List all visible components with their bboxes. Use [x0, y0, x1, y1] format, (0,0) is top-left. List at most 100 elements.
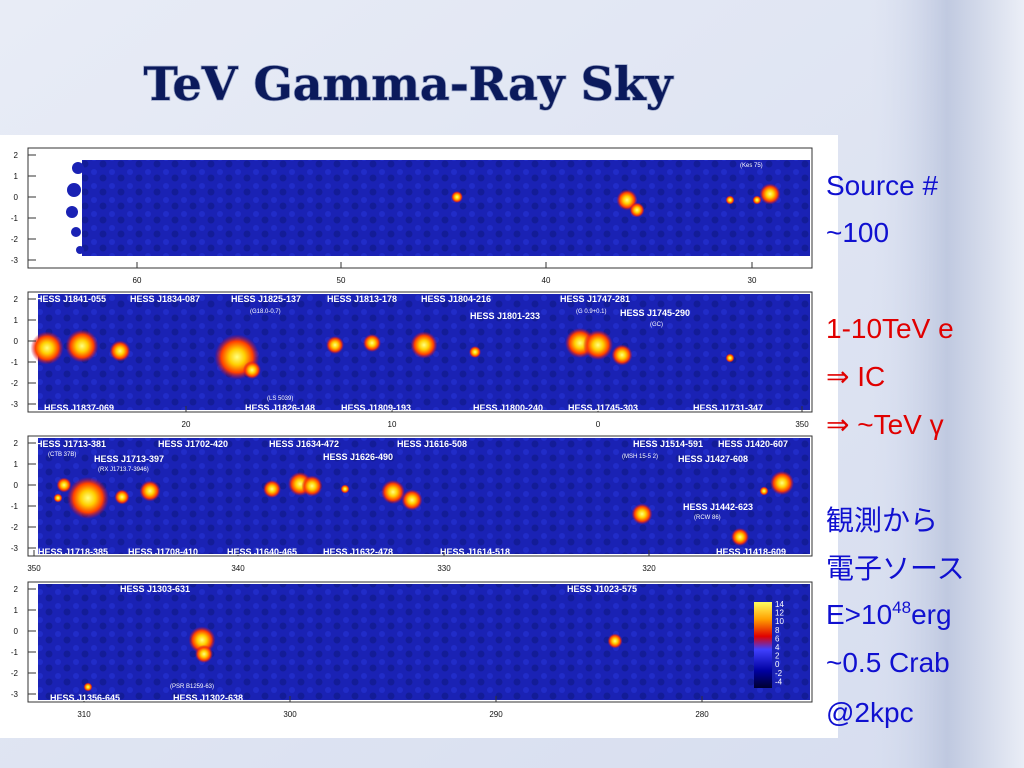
- colorbar-label: 10: [775, 617, 784, 626]
- side-text: Source #: [826, 170, 938, 201]
- y-tick-label: 1: [14, 316, 19, 325]
- source-label: HESS J1848-018: [620, 150, 690, 160]
- source-blob: [725, 353, 735, 363]
- colorbar-label: 0: [775, 660, 780, 669]
- source-blob: [401, 489, 423, 511]
- source-label: HESS J1837-069: [44, 403, 114, 413]
- source-label: HESS J1420-607: [718, 439, 788, 449]
- source-label: HESS J1745-303: [568, 403, 638, 413]
- source-label: HESS J1731-347: [693, 403, 763, 413]
- source-note: (MSH 15-5 2): [622, 454, 658, 460]
- source-blob: [629, 202, 645, 218]
- source-blob: [326, 336, 344, 354]
- sky-map: [82, 160, 810, 256]
- source-blob: [583, 330, 613, 360]
- source-note: (RCW 86): [694, 515, 721, 521]
- colorbar-label: 8: [775, 626, 780, 635]
- source-label: HESS J1023-575: [567, 584, 637, 594]
- x-tick-label: 280: [695, 710, 709, 719]
- y-tick-label: 0: [14, 193, 19, 202]
- x-tick-label: 330: [437, 564, 451, 573]
- colorbar: [754, 602, 772, 688]
- sky-map: [38, 584, 810, 700]
- colorbar-label: 12: [775, 609, 784, 618]
- colorbar-label: 6: [775, 634, 780, 643]
- source-label: HESS J1825-137: [231, 294, 301, 304]
- y-tick-label: 2: [14, 151, 19, 160]
- source-label: HESS J1442-623: [683, 502, 753, 512]
- x-tick-label: 10: [388, 420, 397, 429]
- source-blob: [607, 633, 623, 649]
- side-text: E>1048erg: [826, 598, 952, 630]
- side-text: ⇒ ~TeV γ: [826, 409, 944, 440]
- source-blob: [65, 329, 99, 363]
- source-blob: [451, 191, 463, 203]
- x-tick-label: 0: [596, 420, 601, 429]
- y-tick-label: -2: [11, 379, 19, 388]
- y-tick-label: 2: [14, 585, 19, 594]
- x-tick-label: 290: [489, 710, 503, 719]
- source-label: HESS J1634-472: [269, 439, 339, 449]
- x-tick-label: 310: [77, 710, 91, 719]
- source-blob: [752, 195, 762, 205]
- side-text-part: E>10: [826, 599, 892, 630]
- source-label: HESS J1303-631: [120, 584, 190, 594]
- side-text: 1-10TeV e: [826, 313, 954, 344]
- source-label: HESS J1809-193: [341, 403, 411, 413]
- source-label: HESS J1302-638: [173, 693, 243, 703]
- source-blob: [243, 361, 261, 379]
- sky-edge: [71, 227, 81, 237]
- colorbar-label: 14: [775, 600, 784, 609]
- source-blob: [139, 480, 161, 502]
- source-label: HESS J1708-410: [128, 547, 198, 557]
- source-label: HESS J1356-645: [50, 693, 120, 703]
- source-label: HESS J1841-055: [36, 294, 106, 304]
- source-note: (Kes 75): [740, 163, 763, 169]
- source-note: (GC): [650, 322, 663, 328]
- x-tick-label: 340: [231, 564, 245, 573]
- source-label: HESS J1632-478: [323, 547, 393, 557]
- source-label: HESS J1801-233: [470, 311, 540, 321]
- source-label: HESS J1427-608: [678, 454, 748, 464]
- source-label: HESS J1813-178: [327, 294, 397, 304]
- x-tick-label: 300: [283, 710, 297, 719]
- source-label: HESS J1834-087: [130, 294, 200, 304]
- x-tick-label: 30: [748, 276, 757, 285]
- slide-title: TeV Gamma-Ray Sky: [144, 57, 674, 111]
- y-tick-label: -3: [11, 256, 19, 265]
- side-text: ⇒ IC: [826, 361, 885, 392]
- colorbar-label: -2: [775, 669, 783, 678]
- source-label: HESS J1912+101: [387, 150, 459, 160]
- source-note: (CTB 37B): [48, 452, 76, 458]
- sky-map: [38, 438, 810, 554]
- y-tick-label: -1: [11, 502, 19, 511]
- source-label: HESS J1718-385: [38, 547, 108, 557]
- side-text: ~100: [826, 217, 889, 248]
- source-label: HESS J1826-148: [245, 403, 315, 413]
- source-blob: [731, 528, 749, 546]
- source-label: HESS J1858+020: [610, 259, 682, 269]
- source-blob: [83, 682, 93, 692]
- source-blob: [56, 477, 72, 493]
- source-blob: [195, 645, 213, 663]
- sky-panel: 2 1 0 -1 -2 -3 350 340 330 320 HESS J1713-381 HESS …: [11, 435, 813, 573]
- source-note: (G 0.9+0.1): [576, 309, 607, 315]
- source-label: HESS J1640-465: [227, 547, 297, 557]
- y-tick-label: -1: [11, 358, 19, 367]
- y-tick-label: 0: [14, 481, 19, 490]
- side-text-part: erg: [911, 599, 951, 630]
- sky-panel: 2 1 0 -1 -2 -3 60 50 40 30 HESS J1912+101 HESS J185…: [11, 147, 813, 285]
- source-note: (G18.0-0.7): [250, 309, 281, 315]
- source-blob: [301, 475, 323, 497]
- source-blob: [770, 471, 794, 495]
- source-label: HESS J1846-029: [718, 150, 788, 160]
- decoration: [870, 0, 1024, 768]
- source-blob: [363, 334, 381, 352]
- source-label: HESS J1857+026: [524, 150, 596, 160]
- source-label: HESS J1747-281: [560, 294, 630, 304]
- source-blob: [631, 503, 653, 525]
- y-tick-label: -2: [11, 669, 19, 678]
- colorbar-label: -4: [775, 677, 783, 686]
- x-tick-label: 350: [27, 564, 41, 573]
